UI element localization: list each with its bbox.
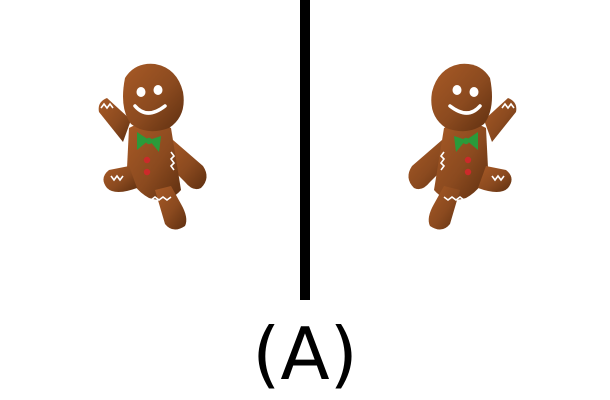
center-divider <box>300 0 310 300</box>
right-panel <box>310 0 610 300</box>
gingerbread-man-icon <box>390 58 530 238</box>
left-panel <box>0 0 300 300</box>
option-label: (A) <box>252 312 358 396</box>
gingerbread-man-icon <box>85 58 225 238</box>
